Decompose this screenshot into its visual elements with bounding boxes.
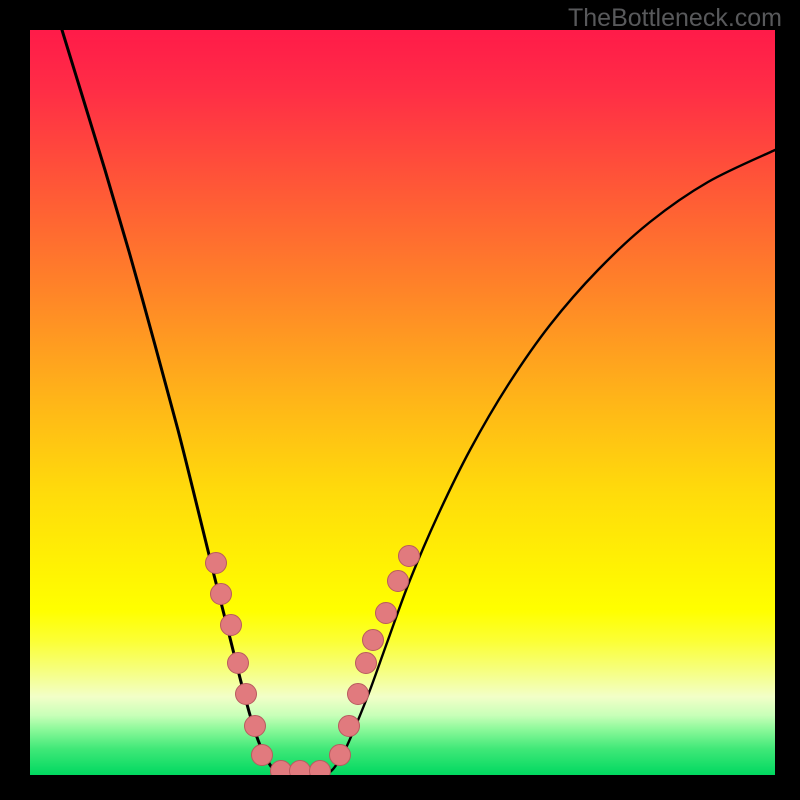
data-point [356, 653, 377, 674]
chart-svg [0, 0, 800, 800]
data-point [228, 653, 249, 674]
data-point [363, 630, 384, 651]
watermark: TheBottleneck.com [568, 4, 782, 33]
data-point [206, 553, 227, 574]
data-point [252, 745, 273, 766]
chart-root: TheBottleneck.com [0, 0, 800, 800]
data-point [348, 684, 369, 705]
data-point [236, 684, 257, 705]
data-point [330, 745, 351, 766]
data-point [399, 546, 420, 567]
data-point [339, 716, 360, 737]
data-point [221, 615, 242, 636]
data-point [245, 716, 266, 737]
gradient-background [30, 30, 775, 775]
data-point [211, 584, 232, 605]
data-point [376, 603, 397, 624]
data-point [388, 571, 409, 592]
